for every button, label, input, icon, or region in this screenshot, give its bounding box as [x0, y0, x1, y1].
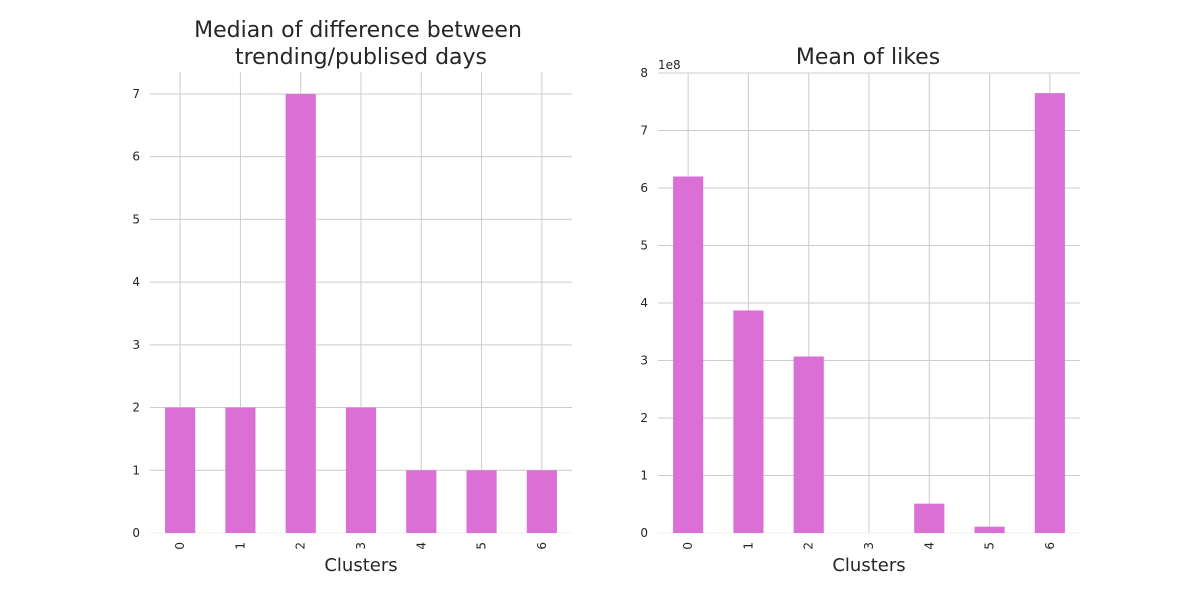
- bar: [673, 176, 704, 533]
- chart-median-trending-days: 0 1 2 3 4 5 6 7 0 1 2 3 4 5 6 Median of difference be…: [132, 18, 572, 576]
- y-tick-label: 3: [132, 338, 140, 352]
- y-tick-label: 5: [640, 239, 648, 253]
- bar: [1034, 93, 1065, 533]
- x-tick-label: 1: [741, 542, 755, 550]
- x-tick-label: 0: [681, 542, 695, 550]
- y-tick-labels: 0 1 2 3 4 5 6 7 8: [640, 66, 648, 540]
- bar: [793, 356, 824, 533]
- y-tick-label: 0: [640, 526, 648, 540]
- bar: [974, 526, 1005, 533]
- y-offset-text: 1e8: [658, 58, 681, 72]
- y-tick-label: 3: [640, 354, 648, 368]
- x-tick-label: 4: [414, 542, 428, 550]
- x-tick-label: 6: [535, 542, 549, 550]
- bars: [673, 93, 1065, 533]
- x-axis-label: Clusters: [832, 555, 905, 576]
- x-tick-labels: 0 1 2 3 4 5 6: [173, 542, 549, 550]
- bar: [285, 93, 316, 533]
- y-tick-label: 6: [132, 150, 140, 164]
- y-tick-label: 2: [640, 411, 648, 425]
- x-tick-label: 5: [475, 542, 489, 550]
- x-tick-label: 2: [294, 542, 308, 550]
- chart-title-line-1: Median of difference between: [194, 18, 522, 43]
- x-tick-label: 5: [983, 542, 997, 550]
- bar: [526, 470, 557, 533]
- bar: [165, 407, 196, 533]
- x-tick-label: 4: [922, 542, 936, 550]
- bar: [914, 503, 945, 533]
- y-tick-label: 8: [640, 66, 648, 80]
- bar: [733, 310, 764, 533]
- y-tick-label: 7: [132, 87, 140, 101]
- x-tick-label: 3: [862, 542, 876, 550]
- y-tick-label: 5: [132, 212, 140, 226]
- bar: [345, 407, 377, 533]
- y-tick-label: 4: [640, 296, 648, 310]
- grid-lines: [658, 72, 1080, 534]
- x-axis-label: Clusters: [324, 555, 397, 576]
- y-tick-label: 1: [640, 469, 648, 483]
- y-tick-label: 6: [640, 181, 648, 195]
- bar: [466, 470, 497, 533]
- y-tick-label: 0: [132, 526, 140, 540]
- y-tick-labels: 0 1 2 3 4 5 6 7: [132, 87, 140, 540]
- x-tick-labels: 0 1 2 3 4 5 6: [681, 542, 1057, 550]
- chart-title-line-2: trending/publised days: [235, 45, 487, 70]
- x-tick-label: 1: [233, 542, 247, 550]
- x-tick-label: 2: [802, 542, 816, 550]
- bars: [165, 93, 557, 533]
- x-tick-label: 6: [1043, 542, 1057, 550]
- y-tick-label: 4: [132, 275, 140, 289]
- bar: [406, 470, 437, 533]
- y-tick-label: 7: [640, 124, 648, 138]
- chart-title-line-1: Mean of likes: [796, 45, 940, 70]
- y-tick-label: 2: [132, 401, 140, 415]
- x-tick-label: 0: [173, 542, 187, 550]
- y-tick-label: 1: [132, 463, 140, 477]
- grid-lines: [150, 72, 572, 534]
- x-tick-label: 3: [354, 542, 368, 550]
- chart-mean-of-likes: 0 1 2 3 4 5 6 7 8 0 1 2 3 4 5 6 1e8 Mean of likes Clus…: [640, 45, 1080, 576]
- bar: [225, 407, 256, 533]
